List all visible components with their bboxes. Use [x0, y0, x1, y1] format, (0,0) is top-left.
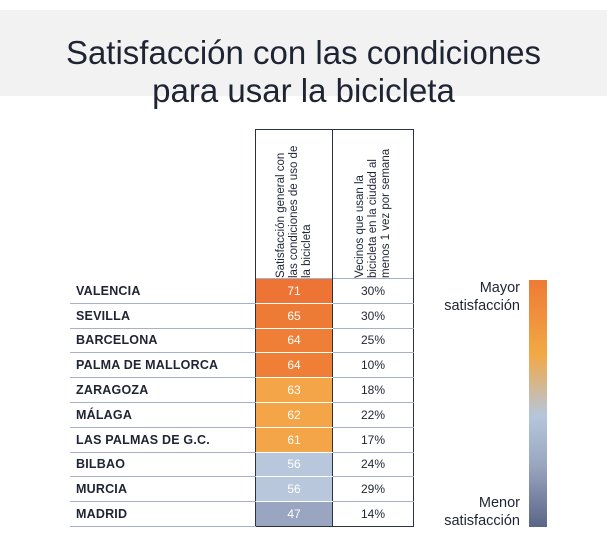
- weekly-users-cell: 18%: [332, 377, 414, 403]
- city-name: BILBAO: [70, 452, 256, 478]
- weekly-users-cell: 17%: [332, 427, 414, 453]
- column-header-satisfaction: Satisfacción general con las condiciones…: [255, 129, 333, 279]
- city-name: MÁLAGA: [70, 402, 256, 428]
- satisfaction-score-cell: 65: [255, 303, 333, 329]
- weekly-users-cell: 30%: [332, 278, 414, 304]
- weekly-users-cell: 24%: [332, 452, 414, 478]
- table-row: BILBAO 56 24%: [70, 452, 414, 478]
- satisfaction-score-cell: 61: [255, 427, 333, 453]
- satisfaction-score-cell: 64: [255, 328, 333, 354]
- city-name: VALENCIA: [70, 278, 256, 304]
- city-name: ZARAGOZA: [70, 377, 256, 403]
- legend-bottom-label: Menor satisfacción: [400, 494, 520, 530]
- satisfaction-score-cell: 62: [255, 402, 333, 428]
- table-row: MÁLAGA 62 22%: [70, 402, 414, 428]
- city-name: LAS PALMAS DE G.C.: [70, 427, 256, 453]
- table-row: LAS PALMAS DE G.C. 61 17%: [70, 427, 414, 453]
- city-name: SEVILLA: [70, 303, 256, 329]
- chart-title: Satisfacción con las condiciones para us…: [0, 34, 607, 110]
- legend-top-line-2: satisfacción: [444, 298, 520, 314]
- weekly-users-cell: 25%: [332, 328, 414, 354]
- column-header-weekly-users-label: Vecinos que usan la bicicleta en la ciud…: [353, 148, 392, 278]
- legend-top-label: Mayor satisfacción: [400, 279, 520, 315]
- satisfaction-score-cell: 47: [255, 501, 333, 527]
- weekly-users-cell: 29%: [332, 476, 414, 503]
- satisfaction-score-cell: 56: [255, 452, 333, 478]
- table-row: MURCIA 56 29%: [70, 476, 414, 503]
- city-name: BARCELONA: [70, 328, 256, 354]
- weekly-users-cell: 14%: [332, 501, 414, 527]
- table-row: VALENCIA 71 30%: [70, 278, 414, 304]
- weekly-users-cell: 10%: [332, 352, 414, 379]
- table-row: MADRID 47 14%: [70, 501, 414, 527]
- satisfaction-score-cell: 64: [255, 352, 333, 379]
- chart-title-line-1: Satisfacción con las condiciones: [65, 34, 542, 72]
- city-name: PALMA DE MALLORCA: [70, 352, 256, 379]
- satisfaction-score-cell: 56: [255, 476, 333, 503]
- column-header-weekly-users: Vecinos que usan la bicicleta en la ciud…: [332, 129, 414, 279]
- city-name: MURCIA: [70, 476, 256, 503]
- weekly-users-cell: 30%: [332, 303, 414, 329]
- column-header-satisfaction-label: Satisfacción general con las condiciones…: [274, 145, 313, 278]
- satisfaction-score-cell: 71: [255, 278, 333, 304]
- table-row: BARCELONA 64 25%: [70, 328, 414, 354]
- weekly-users-cell: 22%: [332, 402, 414, 428]
- satisfaction-score-cell: 63: [255, 377, 333, 403]
- chart-title-line-2: para usar la bicicleta: [152, 72, 455, 110]
- legend-bottom-line-2: satisfacción: [444, 513, 520, 529]
- header-corner: [70, 130, 256, 279]
- legend-bottom-line-1: Menor: [478, 495, 520, 511]
- table-row: ZARAGOZA 63 18%: [70, 377, 414, 403]
- city-name: MADRID: [70, 501, 256, 527]
- table-row: SEVILLA 65 30%: [70, 303, 414, 329]
- title-band: [0, 10, 607, 96]
- legend-top-line-1: Mayor: [479, 280, 520, 296]
- table-row: PALMA DE MALLORCA 64 10%: [70, 352, 414, 379]
- ranking-table: Satisfacción general con las condiciones…: [70, 129, 414, 527]
- table-body: VALENCIA 71 30% SEVILLA 65 30% BARCELONA 64 25% P…: [70, 278, 414, 527]
- legend-gradient-bar: [529, 280, 547, 527]
